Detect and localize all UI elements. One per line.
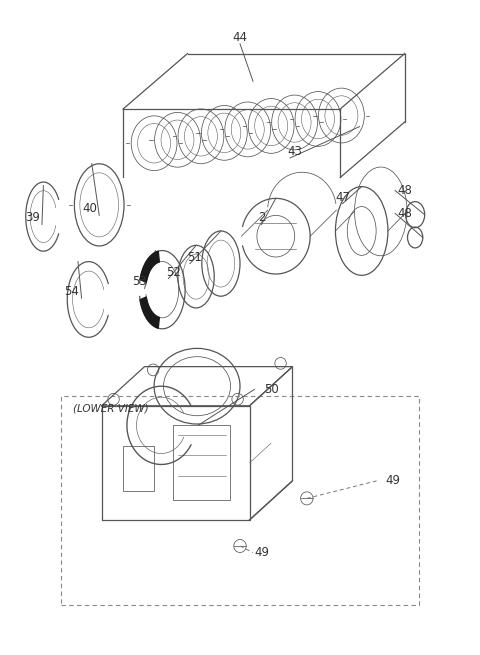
Bar: [123, 446, 154, 491]
Text: 48: 48: [397, 184, 412, 197]
Bar: [173, 425, 230, 500]
Text: (LOWER VIEW): (LOWER VIEW): [73, 404, 149, 414]
Text: 50: 50: [264, 383, 278, 396]
Text: 52: 52: [166, 265, 180, 278]
Text: 2: 2: [258, 212, 265, 225]
Text: 49: 49: [254, 546, 269, 559]
Text: 49: 49: [385, 474, 400, 487]
Text: 51: 51: [187, 251, 202, 263]
Text: 53: 53: [132, 275, 147, 288]
Polygon shape: [140, 297, 159, 328]
Text: 54: 54: [65, 285, 80, 298]
Text: 47: 47: [335, 191, 350, 204]
Polygon shape: [140, 251, 159, 282]
Text: 48: 48: [397, 207, 412, 220]
Text: 43: 43: [288, 145, 302, 158]
Text: 39: 39: [25, 212, 40, 225]
Text: 40: 40: [82, 202, 97, 215]
Text: 44: 44: [232, 31, 248, 44]
